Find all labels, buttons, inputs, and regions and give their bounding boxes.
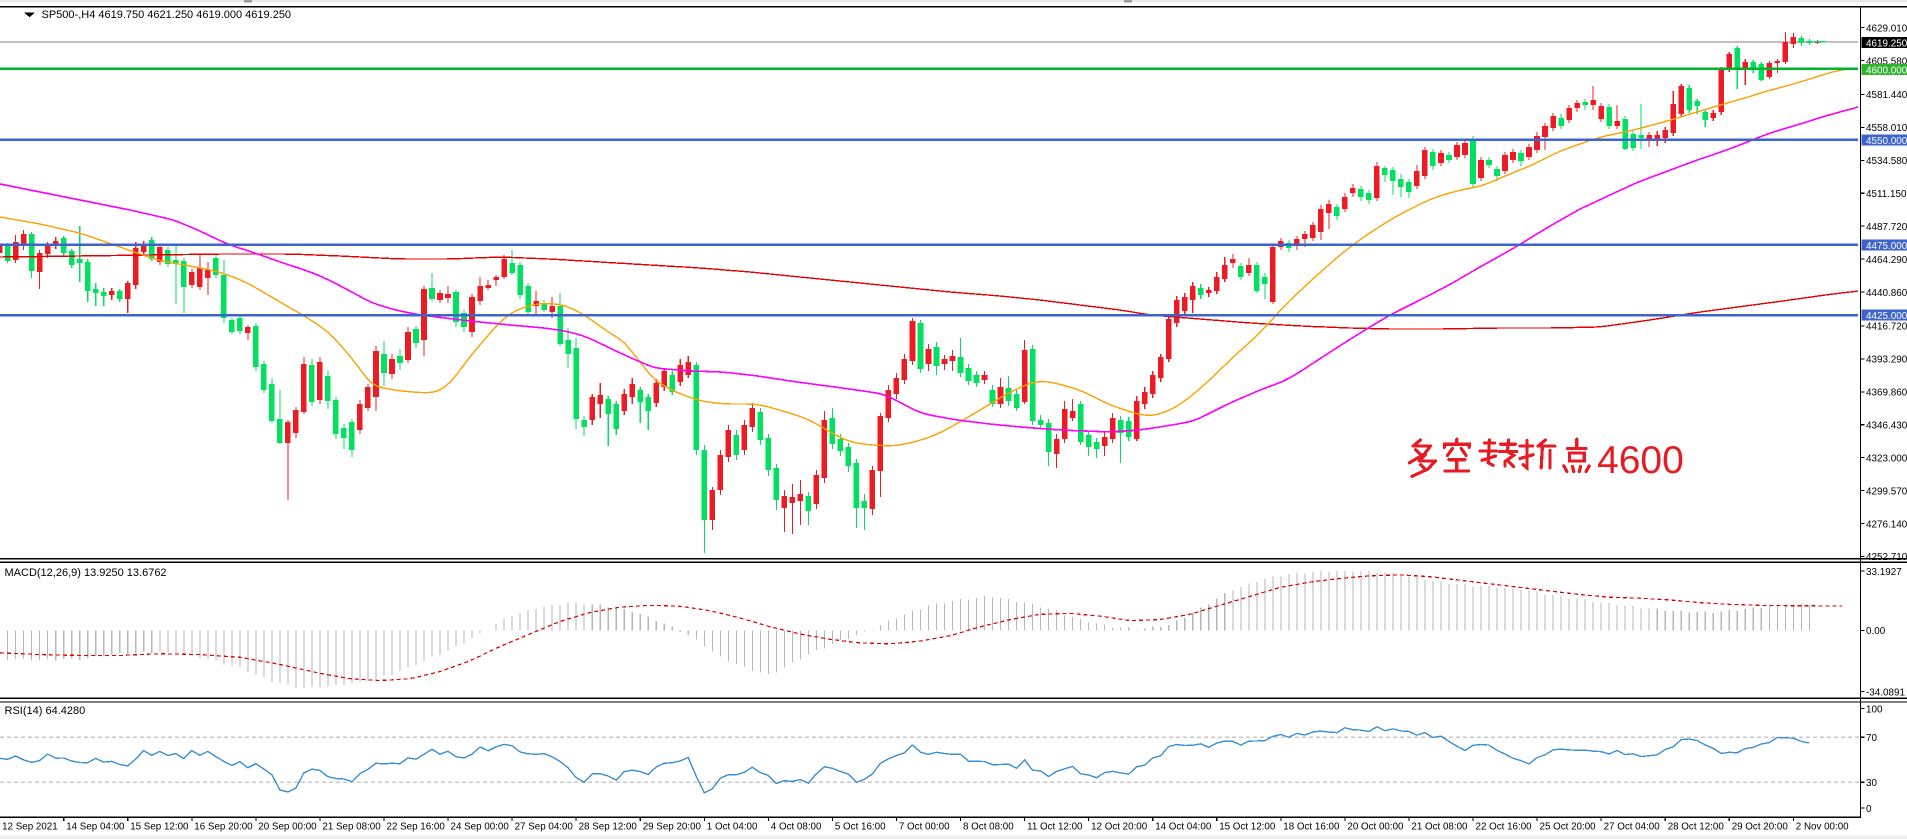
svg-text:4629.010: 4629.010 <box>1866 23 1907 34</box>
svg-text:MACD(12,26,9) 13.9250 13.6762: MACD(12,26,9) 13.9250 13.6762 <box>5 567 167 579</box>
svg-text:22 Sep 16:00: 22 Sep 16:00 <box>387 822 446 833</box>
svg-text:24 Sep 00:00: 24 Sep 00:00 <box>451 822 510 833</box>
svg-text:20 Sep 00:00: 20 Sep 00:00 <box>258 822 317 833</box>
svg-text:4558.010: 4558.010 <box>1866 123 1907 134</box>
svg-text:27 Oct 04:00: 27 Oct 04:00 <box>1604 822 1661 833</box>
svg-text:0.00: 0.00 <box>1866 626 1886 637</box>
svg-text:27 Sep 04:00: 27 Sep 04:00 <box>515 822 574 833</box>
svg-text:4425.000: 4425.000 <box>1866 311 1907 322</box>
svg-text:4581.440: 4581.440 <box>1866 90 1907 101</box>
svg-text:21 Sep 08:00: 21 Sep 08:00 <box>322 822 381 833</box>
svg-text:14 Sep 04:00: 14 Sep 04:00 <box>66 822 125 833</box>
svg-text:4487.720: 4487.720 <box>1866 222 1907 233</box>
svg-text:4464.290: 4464.290 <box>1866 255 1907 266</box>
svg-text:4416.720: 4416.720 <box>1866 322 1907 333</box>
svg-text:29 Sep 20:00: 29 Sep 20:00 <box>643 822 702 833</box>
svg-text:100: 100 <box>1866 704 1883 715</box>
svg-text:-34.0891: -34.0891 <box>1866 687 1905 698</box>
svg-text:33.1927: 33.1927 <box>1866 567 1902 578</box>
svg-text:4534.580: 4534.580 <box>1866 156 1907 167</box>
svg-text:4605.580: 4605.580 <box>1866 56 1907 67</box>
svg-text:7 Oct 00:00: 7 Oct 00:00 <box>899 822 950 833</box>
svg-text:25 Oct 20:00: 25 Oct 20:00 <box>1540 822 1597 833</box>
svg-text:15 Oct 12:00: 15 Oct 12:00 <box>1219 822 1276 833</box>
svg-text:30: 30 <box>1866 778 1877 789</box>
svg-text:11 Oct 12:00: 11 Oct 12:00 <box>1027 822 1083 833</box>
svg-text:4369.860: 4369.860 <box>1866 388 1907 399</box>
svg-text:20 Oct 00:00: 20 Oct 00:00 <box>1347 822 1404 833</box>
svg-text:4299.570: 4299.570 <box>1866 486 1907 497</box>
svg-text:28 Sep 12:00: 28 Sep 12:00 <box>579 822 638 833</box>
svg-text:14 Oct 04:00: 14 Oct 04:00 <box>1155 822 1212 833</box>
svg-text:0: 0 <box>1866 804 1872 815</box>
svg-text:SP500-,H4 4619.750 4621.250 4: SP500-,H4 4619.750 4621.250 4619.000 461… <box>42 9 292 21</box>
svg-text:4550.000: 4550.000 <box>1866 136 1907 147</box>
svg-text:4600: 4600 <box>1597 439 1684 482</box>
svg-text:22 Oct 16:00: 22 Oct 16:00 <box>1476 822 1533 833</box>
svg-text:2 Nov 00:00: 2 Nov 00:00 <box>1796 822 1849 833</box>
svg-text:4475.000: 4475.000 <box>1866 241 1907 252</box>
svg-text:4323.000: 4323.000 <box>1866 453 1907 464</box>
svg-text:4511.150: 4511.150 <box>1866 189 1907 200</box>
svg-text:12 Sep 2021: 12 Sep 2021 <box>2 822 58 833</box>
svg-text:12 Oct 20:00: 12 Oct 20:00 <box>1091 822 1148 833</box>
svg-text:29 Oct 20:00: 29 Oct 20:00 <box>1732 822 1789 833</box>
svg-text:4346.430: 4346.430 <box>1866 421 1907 432</box>
svg-text:RSI(14) 64.4280: RSI(14) 64.4280 <box>5 705 86 717</box>
svg-text:18 Oct 16:00: 18 Oct 16:00 <box>1283 822 1340 833</box>
svg-text:4393.290: 4393.290 <box>1866 355 1907 366</box>
svg-text:28 Oct 12:00: 28 Oct 12:00 <box>1668 822 1725 833</box>
svg-text:8 Oct 08:00: 8 Oct 08:00 <box>963 822 1014 833</box>
svg-text:15 Sep 12:00: 15 Sep 12:00 <box>130 822 189 833</box>
svg-text:1 Oct 04:00: 1 Oct 04:00 <box>707 822 758 833</box>
svg-text:4252.710: 4252.710 <box>1866 552 1907 563</box>
svg-text:4600.000: 4600.000 <box>1866 65 1907 76</box>
svg-text:4619.250: 4619.250 <box>1866 38 1907 49</box>
svg-text:21 Oct 08:00: 21 Oct 08:00 <box>1411 822 1468 833</box>
svg-text:4276.140: 4276.140 <box>1866 519 1907 530</box>
svg-text:70: 70 <box>1866 733 1877 744</box>
svg-text:16 Sep 20:00: 16 Sep 20:00 <box>194 822 253 833</box>
svg-text:5 Oct 16:00: 5 Oct 16:00 <box>835 822 886 833</box>
svg-text:4440.860: 4440.860 <box>1866 288 1907 299</box>
svg-text:4 Oct 08:00: 4 Oct 08:00 <box>771 822 822 833</box>
